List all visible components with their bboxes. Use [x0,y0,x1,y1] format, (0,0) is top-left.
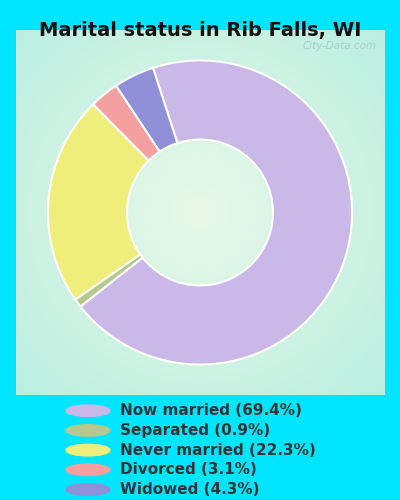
Circle shape [66,424,110,436]
Text: Now married (69.4%): Now married (69.4%) [120,403,302,418]
Circle shape [66,464,110,475]
Text: Marital status in Rib Falls, WI: Marital status in Rib Falls, WI [39,21,361,40]
Text: Separated (0.9%): Separated (0.9%) [120,423,270,438]
Text: Widowed (4.3%): Widowed (4.3%) [120,482,260,497]
Wedge shape [75,254,143,306]
Circle shape [66,405,110,416]
Circle shape [66,484,110,496]
Text: Never married (22.3%): Never married (22.3%) [120,442,316,458]
Wedge shape [93,86,160,160]
Wedge shape [80,60,352,364]
Wedge shape [116,68,178,152]
Circle shape [66,444,110,456]
Text: City-Data.com: City-Data.com [302,41,377,51]
Text: Divorced (3.1%): Divorced (3.1%) [120,462,257,477]
Wedge shape [48,104,149,300]
